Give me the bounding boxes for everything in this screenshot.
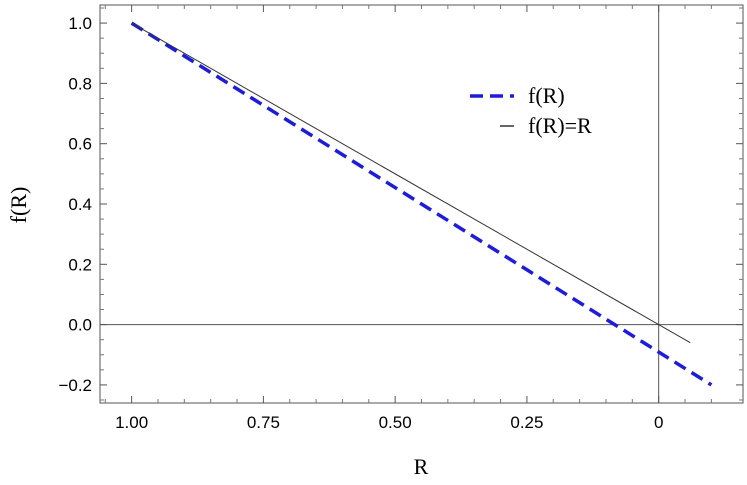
x-tick-label: 0.50 xyxy=(379,413,412,432)
series xyxy=(130,21,713,387)
y-tick-label: 0.6 xyxy=(68,135,92,154)
x-tick-label: 0.25 xyxy=(510,413,543,432)
y-tick-label: −0.2 xyxy=(58,376,92,395)
legend-label: f(R) xyxy=(528,83,565,108)
x-axis-title: R xyxy=(414,454,429,479)
y-tick-label: 0.2 xyxy=(68,255,92,274)
zero-lines xyxy=(100,5,743,403)
y-tick-label: 0.8 xyxy=(68,74,92,93)
series-line-f-r xyxy=(130,21,713,387)
ticks: 1.00 0.75 0.50 0.25 0 −0.2 0.0 0.2 0.4 0.6 0.8 1.0 xyxy=(58,5,743,432)
y-tick-label: 1.0 xyxy=(68,14,92,33)
x-tick-label: 1.00 xyxy=(115,413,148,432)
y-tick-label: 0.0 xyxy=(68,316,92,335)
y-axis-title: f(R) xyxy=(6,187,31,224)
legend-label: f(R)=R xyxy=(528,113,592,138)
x-tick-label: 0 xyxy=(654,413,663,432)
series-line-identity xyxy=(131,22,691,344)
y-tick-label: 0.4 xyxy=(68,195,92,214)
legend: f(R) f(R)=R xyxy=(470,83,592,138)
x-tick-label: 0.75 xyxy=(247,413,280,432)
